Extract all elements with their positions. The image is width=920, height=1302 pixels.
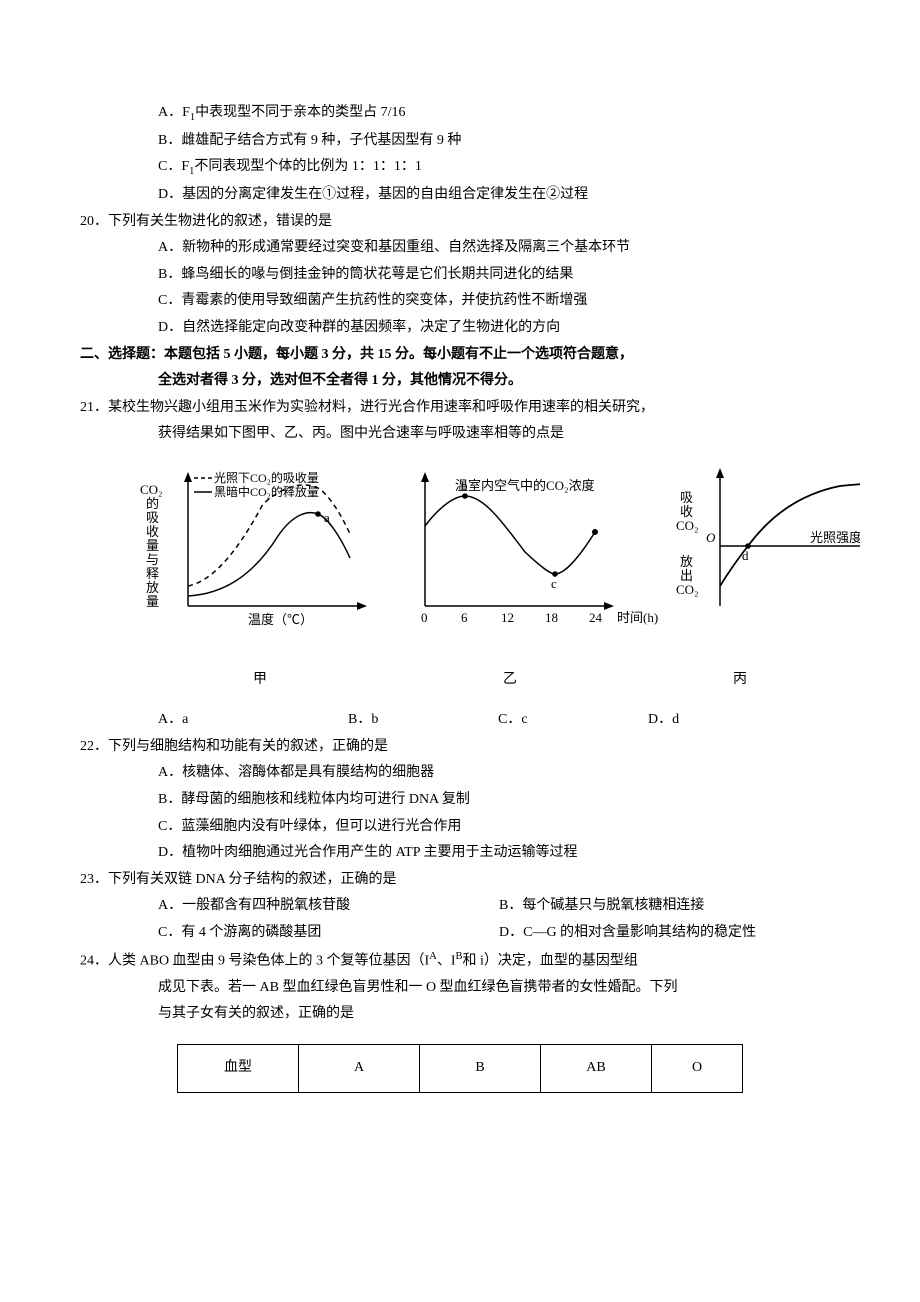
label-c: c [551,576,557,591]
point-b [462,493,468,499]
q22-option-c: C．蓝藻细胞内没有叶绿体，但可以进行光合作用 [80,814,840,841]
jia-axes: 光照下CO₂的吸收量 黑暗中CO₂的释放量 a 温度（℃） [184,470,367,627]
panel-bing: 吸 收 CO₂ 放 出 CO₂ O d 光照强度 [676,468,860,606]
svg-text:光照下CO₂的吸收量: 光照下CO₂的吸收量 [214,470,319,485]
q24-stem-l3: 与其子女有关的叙述，正确的是 [80,1001,840,1028]
jia-ylabel: CO₂ 的 吸 收 量 与 释 放 量 [140,482,163,609]
q21-option-d: D．d [648,707,768,734]
svg-text:释: 释 [146,566,159,581]
q22-stem: 22．下列与细胞结构和功能有关的叙述，正确的是 [80,734,840,761]
q21-options: A．a B．b C．c D．d [80,707,840,734]
label-a: a [324,510,330,525]
bing-ylabel-bot: 放 出 CO₂ [676,554,699,597]
yi-endpoint [592,529,598,535]
th-bloodtype: 血型 [178,1044,299,1092]
svg-text:吸: 吸 [146,510,159,525]
preq-option-a: A．F1中表现型不同于亲本的类型占 7/16 [80,100,840,128]
svg-text:黑暗中CO₂的释放量: 黑暗中CO₂的释放量 [214,484,319,499]
label-d: d [742,548,749,563]
fig-label-bing: 丙 [640,667,840,694]
svg-text:出: 出 [680,568,693,583]
q21-option-c: C．c [498,707,648,734]
q21-option-a: A．a [158,707,348,734]
bing-xlabel: 光照强度 [810,530,860,545]
svg-text:24: 24 [589,610,603,625]
jia-dashed-curve [188,485,350,586]
svg-text:放: 放 [680,554,693,569]
panel-jia: CO₂ 的 吸 收 量 与 释 放 量 光照下CO₂的吸收量 [140,470,367,627]
bing-origin: O [706,530,716,545]
q23-row2: C．有 4 个游离的磷酸基团 D．C—G 的相对含量影响其结构的稳定性 [80,920,840,947]
q21-figure: CO₂ 的 吸 收 量 与 释 放 量 光照下CO₂的吸收量 [140,466,840,693]
q21-charts-svg: CO₂ 的 吸 收 量 与 释 放 量 光照下CO₂的吸收量 [140,466,860,646]
yi-title: 温室内空气中的CO₂浓度 [455,478,595,493]
q22-option-a: A．核糖体、溶酶体都是具有膜结构的细胞器 [80,760,840,787]
svg-text:与: 与 [146,552,159,567]
panel-yi: 温室内空气中的CO₂浓度 b c 0 6 12 18 24 [421,472,658,625]
svg-text:时间(h): 时间(h) [617,610,658,625]
svg-text:6: 6 [461,610,468,625]
q20-option-c: C．青霉素的使用导致细菌产生抗药性的突变体，并使抗药性不断增强 [80,288,840,315]
svg-text:收: 收 [680,504,693,519]
svg-text:量: 量 [146,594,159,609]
svg-text:12: 12 [501,610,514,625]
q22-option-b: B．酵母菌的细胞核和线粒体内均可进行 DNA 复制 [80,787,840,814]
svg-text:放: 放 [146,580,159,595]
yi-xticks: 0 6 12 18 24 时间(h) [421,610,658,625]
fig-label-jia: 甲 [140,667,380,694]
bing-ylabel-top: 吸 收 CO₂ [676,490,699,533]
q23-option-c: C．有 4 个游离的磷酸基团 [158,920,499,947]
q20-stem: 20．下列有关生物进化的叙述，错误的是 [80,209,840,236]
q23-row1: A．一般都含有四种脱氧核苷酸 B．每个碱基只与脱氧核糖相连接 [80,893,840,920]
q24-stem-l2: 成见下表。若一 AB 型血红绿色盲男性和一 O 型血红绿色盲携带者的女性婚配。下… [80,975,840,1002]
th-ab: AB [541,1044,652,1092]
label-b: b [461,478,468,493]
q20-option-b: B．蜂鸟细长的喙与倒挂金钟的筒状花萼是它们长期共同进化的结果 [80,262,840,289]
yi-curve [425,496,595,574]
q23-stem: 23．下列有关双链 DNA 分子结构的叙述，正确的是 [80,867,840,894]
svg-text:18: 18 [545,610,558,625]
q24-blood-table: 血型 A B AB O [177,1044,743,1093]
q21-stem-cont: 获得结果如下图甲、乙、丙。图中光合速率与呼吸速率相等的点是 [80,421,840,448]
svg-text:收: 收 [146,524,159,539]
q23-option-b: B．每个碱基只与脱氧核糖相连接 [499,893,840,920]
q21-stem: 21．某校生物兴趣小组用玉米作为实验材料，进行光合作用速率和呼吸作用速率的相关研… [80,395,840,422]
svg-text:CO₂: CO₂ [676,582,699,597]
th-o: O [652,1044,743,1092]
jia-xlabel: 温度（℃） [248,612,313,627]
point-a [315,511,321,517]
table-row: 血型 A B AB O [178,1044,743,1092]
q23-option-d: D．C—G 的相对含量影响其结构的稳定性 [499,920,840,947]
th-a: A [299,1044,420,1092]
section2-header-line2: 全选对者得 3 分，选对但不全者得 1 分，其他情况不得分。 [80,368,840,395]
svg-text:的: 的 [146,496,159,511]
q23-option-a: A．一般都含有四种脱氧核苷酸 [158,893,499,920]
text: 中表现型不同于亲本的类型占 7/16 [195,105,405,120]
preq-option-b: B．雌雄配子结合方式有 9 种，子代基因型有 9 种 [80,128,840,155]
svg-text:吸: 吸 [680,490,693,505]
section2-header-line1: 二、选择题：本题包括 5 小题，每小题 3 分，共 15 分。每小题有不止一个选… [80,342,840,369]
svg-text:CO₂: CO₂ [140,482,163,497]
preq-option-c: C．F1不同表现型个体的比例为 1：1：1：1 [80,154,840,182]
svg-text:CO₂: CO₂ [676,518,699,533]
q21-option-b: B．b [348,707,498,734]
q22-option-d: D．植物叶肉细胞通过光合作用产生的 ATP 主要用于主动运输等过程 [80,840,840,867]
svg-text:0: 0 [421,610,428,625]
q21-figure-labels: 甲 乙 丙 [140,667,840,694]
svg-text:量: 量 [146,538,159,553]
th-b: B [420,1044,541,1092]
preq-option-d: D．基因的分离定律发生在①过程，基因的自由组合定律发生在②过程 [80,182,840,209]
q20-option-a: A．新物种的形成通常要经过突变和基因重组、自然选择及隔离三个基本环节 [80,235,840,262]
fig-label-yi: 乙 [380,667,640,694]
q24-stem-l1: 24．人类 ABO 血型由 9 号染色体上的 3 个复等位基因（IA、IB和 i… [80,947,840,975]
q20-option-d: D．自然选择能定向改变种群的基因频率，决定了生物进化的方向 [80,315,840,342]
jia-solid-curve [188,513,350,596]
